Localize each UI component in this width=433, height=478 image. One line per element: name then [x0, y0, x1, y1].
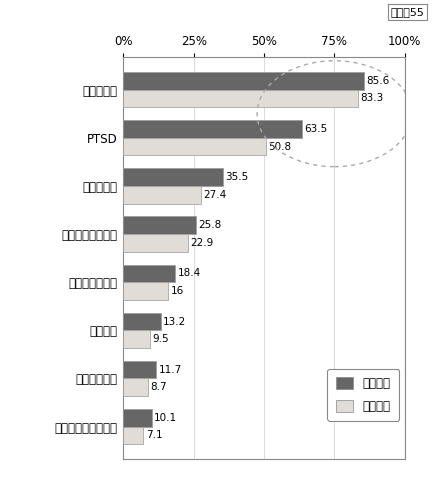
Bar — [123, 313, 161, 330]
Text: 83.3: 83.3 — [360, 94, 383, 103]
Text: 13.2: 13.2 — [163, 316, 186, 326]
Text: 8.7: 8.7 — [150, 382, 167, 392]
Bar — [123, 330, 150, 348]
Text: 27.4: 27.4 — [203, 190, 226, 200]
Text: 50.8: 50.8 — [268, 141, 292, 152]
Bar — [123, 409, 152, 426]
Bar — [123, 186, 200, 204]
Text: 7.1: 7.1 — [145, 430, 162, 440]
Bar — [123, 426, 143, 444]
Bar — [123, 72, 364, 90]
Bar — [123, 361, 156, 379]
Bar — [123, 90, 358, 107]
Text: 図２－55: 図２－55 — [391, 7, 424, 17]
Bar — [123, 234, 188, 251]
Bar — [123, 120, 302, 138]
Text: 10.1: 10.1 — [154, 413, 177, 423]
Text: 9.5: 9.5 — [152, 334, 169, 344]
Legend: 不安あり, 不安なし: 不安あり, 不安なし — [327, 369, 399, 421]
Bar — [123, 379, 148, 396]
Bar — [123, 265, 175, 282]
Bar — [123, 138, 266, 155]
Text: 22.9: 22.9 — [190, 238, 213, 248]
Text: 16: 16 — [171, 286, 184, 296]
Text: 25.8: 25.8 — [198, 220, 222, 230]
Text: 11.7: 11.7 — [158, 365, 182, 375]
Bar — [123, 168, 223, 186]
Text: 35.5: 35.5 — [226, 172, 249, 182]
Text: 63.5: 63.5 — [304, 124, 328, 134]
Text: 18.4: 18.4 — [178, 268, 200, 278]
Text: 85.6: 85.6 — [367, 76, 390, 86]
Bar — [123, 217, 196, 234]
Bar — [123, 282, 168, 300]
